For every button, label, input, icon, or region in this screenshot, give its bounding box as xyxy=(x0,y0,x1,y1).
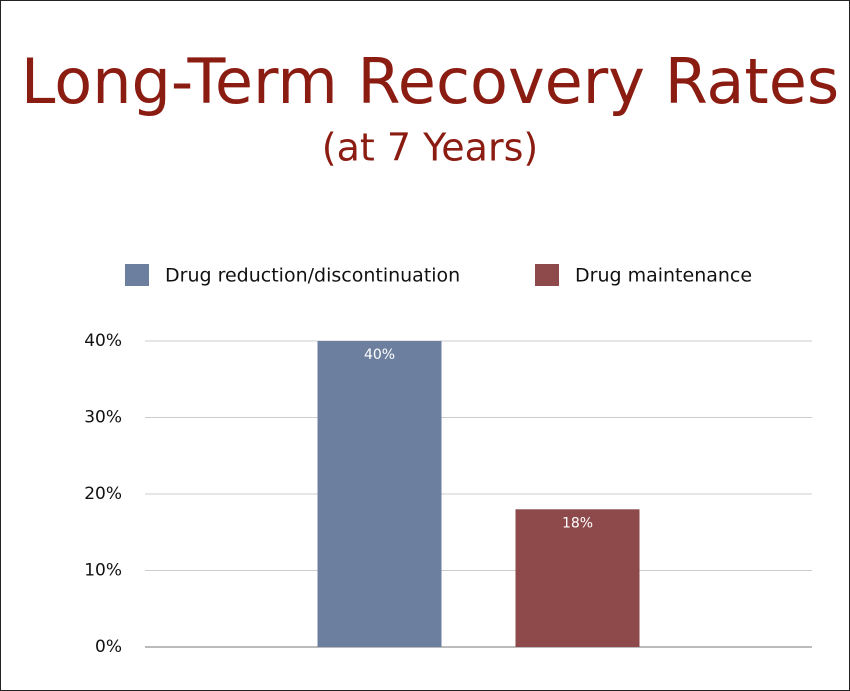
legend-swatch xyxy=(125,264,149,286)
bar xyxy=(317,341,442,647)
y-tick-label: 20% xyxy=(84,484,122,504)
y-tick-label: 30% xyxy=(84,408,122,428)
y-tick-label: 40% xyxy=(84,331,122,351)
legend-swatch xyxy=(535,264,559,286)
legend-label: Drug maintenance xyxy=(575,265,752,287)
value-label: 18% xyxy=(562,515,593,531)
legend-label: Drug reduction/discontinuation xyxy=(165,265,460,287)
chart-subtitle: (at 7 Years) xyxy=(322,126,538,170)
y-tick-label: 0% xyxy=(95,637,122,657)
value-label: 40% xyxy=(364,347,395,363)
chart-title: Long-Term Recovery Rates xyxy=(21,45,839,118)
y-tick-label: 10% xyxy=(84,561,122,581)
bar xyxy=(515,509,640,647)
